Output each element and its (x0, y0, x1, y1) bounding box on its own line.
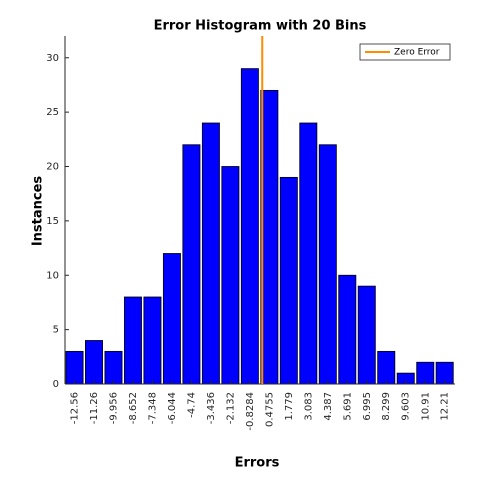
y-tick-label: 30 (46, 53, 59, 64)
y-tick-label: 25 (46, 107, 59, 118)
x-tick-label: 8.299 (381, 392, 392, 421)
x-tick-label: -4.74 (186, 392, 197, 418)
x-tick-label: -0.8284 (245, 392, 256, 431)
bar (143, 296, 162, 385)
bar (377, 350, 396, 385)
bar (279, 176, 298, 385)
x-tick-label: 3.083 (303, 392, 314, 421)
bar (221, 166, 240, 385)
x-tick-label: -6.044 (167, 392, 178, 424)
x-tick-label: -7.348 (147, 392, 158, 424)
bar (260, 89, 279, 385)
y-tick-label: 15 (46, 216, 59, 227)
x-tick-label: 5.691 (342, 392, 353, 421)
x-tick-label: 1.779 (284, 392, 295, 421)
x-tick-label: 0.4755 (264, 392, 275, 427)
x-tick-label: -8.652 (128, 392, 139, 424)
x-tick-label: 9.603 (401, 392, 412, 421)
x-tick-label: -11.26 (89, 392, 100, 424)
bar (318, 144, 337, 385)
x-axis-label: Errors (235, 456, 280, 471)
bar (357, 285, 376, 385)
x-tick-label: 12.21 (440, 392, 451, 421)
legend-box (359, 43, 451, 61)
bar (338, 274, 357, 385)
bar (65, 350, 84, 385)
x-tick-label: 10.91 (420, 392, 431, 421)
y-tick-label: 10 (46, 270, 59, 281)
x-tick-label: -2.132 (225, 392, 236, 424)
y-tick-label: 20 (46, 162, 59, 173)
x-tick-label: -12.56 (70, 392, 81, 424)
x-tick-label: 4.387 (323, 392, 334, 421)
bar (104, 350, 123, 385)
bar (240, 68, 259, 385)
x-tick-label: -3.436 (206, 392, 217, 424)
y-axis-label: Instances (31, 176, 46, 247)
y-tick-label: 0 (53, 379, 59, 390)
bar (123, 296, 142, 385)
bar (182, 144, 201, 385)
legend-label: Zero Error (394, 48, 440, 58)
y-tick-label: 5 (53, 325, 59, 336)
bar (85, 340, 103, 385)
x-tick-label: 6.995 (362, 392, 373, 421)
bar (162, 253, 181, 385)
bar (299, 122, 318, 385)
x-tick-label: -9.956 (108, 392, 119, 424)
bar (201, 122, 220, 385)
chart-title: Error Histogram with 20 Bins (154, 19, 367, 34)
